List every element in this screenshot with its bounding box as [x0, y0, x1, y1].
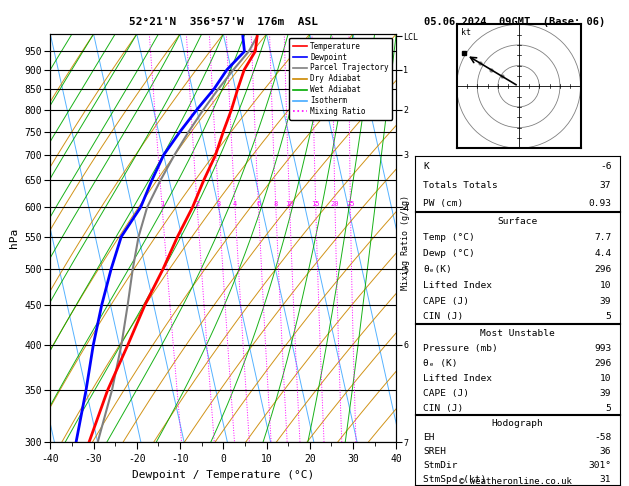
- Text: StmSpd (kt): StmSpd (kt): [423, 475, 487, 484]
- Text: Totals Totals: Totals Totals: [423, 181, 498, 190]
- Text: 5: 5: [606, 312, 611, 321]
- Text: 8: 8: [274, 201, 278, 207]
- Text: 4: 4: [233, 201, 237, 207]
- Text: 1: 1: [160, 201, 164, 207]
- Text: EH: EH: [423, 433, 435, 442]
- Text: 3: 3: [217, 201, 221, 207]
- Text: CAPE (J): CAPE (J): [423, 296, 469, 306]
- Text: Pressure (mb): Pressure (mb): [423, 344, 498, 353]
- Text: Lifted Index: Lifted Index: [423, 374, 493, 382]
- Text: 39: 39: [600, 296, 611, 306]
- Text: Lifted Index: Lifted Index: [423, 281, 493, 290]
- Text: 20: 20: [331, 201, 339, 207]
- Text: 2: 2: [195, 201, 199, 207]
- Text: θₑ(K): θₑ(K): [423, 265, 452, 274]
- Y-axis label: km
ASL: km ASL: [421, 227, 438, 249]
- Text: © weatheronline.co.uk: © weatheronline.co.uk: [459, 476, 572, 486]
- Text: 37: 37: [600, 181, 611, 190]
- Text: 25: 25: [346, 201, 355, 207]
- Text: Hodograph: Hodograph: [491, 419, 543, 428]
- Text: 52°21'N  356°57'W  176m  ASL: 52°21'N 356°57'W 176m ASL: [129, 17, 318, 27]
- Text: 301°: 301°: [588, 461, 611, 470]
- Text: 15: 15: [311, 201, 320, 207]
- Text: CAPE (J): CAPE (J): [423, 389, 469, 398]
- Text: PW (cm): PW (cm): [423, 199, 464, 208]
- Text: 31: 31: [600, 475, 611, 484]
- Text: Temp (°C): Temp (°C): [423, 233, 475, 242]
- Text: CIN (J): CIN (J): [423, 403, 464, 413]
- Text: Most Unstable: Most Unstable: [480, 329, 555, 338]
- Text: 10: 10: [600, 281, 611, 290]
- Y-axis label: hPa: hPa: [9, 228, 19, 248]
- Text: θₑ (K): θₑ (K): [423, 359, 458, 367]
- Text: 993: 993: [594, 344, 611, 353]
- Text: 05.06.2024  09GMT  (Base: 06): 05.06.2024 09GMT (Base: 06): [424, 17, 605, 27]
- Text: 296: 296: [594, 359, 611, 367]
- Text: 7.7: 7.7: [594, 233, 611, 242]
- Text: 10: 10: [600, 374, 611, 382]
- Text: CIN (J): CIN (J): [423, 312, 464, 321]
- Text: -6: -6: [600, 162, 611, 171]
- Text: K: K: [423, 162, 429, 171]
- X-axis label: Dewpoint / Temperature (°C): Dewpoint / Temperature (°C): [132, 469, 314, 480]
- Text: 39: 39: [600, 389, 611, 398]
- Text: Mixing Ratio (g/kg): Mixing Ratio (g/kg): [401, 195, 410, 291]
- Text: SREH: SREH: [423, 447, 447, 456]
- Text: -58: -58: [594, 433, 611, 442]
- Text: 296: 296: [594, 265, 611, 274]
- Text: 0.93: 0.93: [588, 199, 611, 208]
- Text: Dewp (°C): Dewp (°C): [423, 249, 475, 258]
- Text: Surface: Surface: [498, 217, 537, 226]
- Text: kt: kt: [461, 28, 470, 36]
- Text: 10: 10: [286, 201, 294, 207]
- Text: 4.4: 4.4: [594, 249, 611, 258]
- Text: 36: 36: [600, 447, 611, 456]
- Legend: Temperature, Dewpoint, Parcel Trajectory, Dry Adiabat, Wet Adiabat, Isotherm, Mi: Temperature, Dewpoint, Parcel Trajectory…: [289, 38, 392, 120]
- Text: 5: 5: [606, 403, 611, 413]
- Text: StmDir: StmDir: [423, 461, 458, 470]
- Text: 6: 6: [257, 201, 260, 207]
